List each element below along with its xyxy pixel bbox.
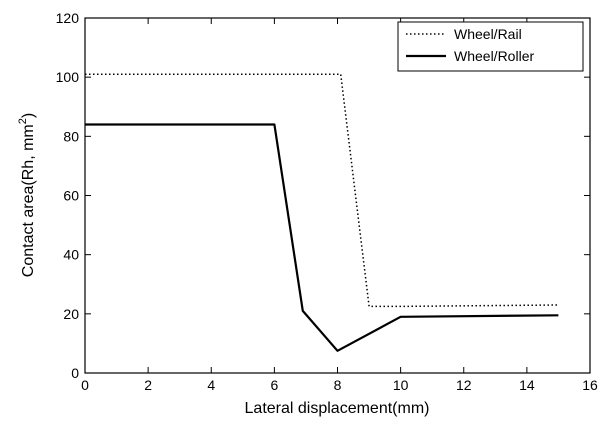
series-lines xyxy=(85,73,559,352)
x-tick-label: 12 xyxy=(456,377,472,393)
y-axis-label-superscript: 2 xyxy=(17,118,29,124)
axis-ticks: 0 2 4 6 8 10 12 14 16 0 20 40 60 80 100 120 xyxy=(56,10,598,393)
legend-label-wheel-rail: Wheel/Rail xyxy=(454,26,522,42)
y-tick-label: 40 xyxy=(63,247,79,263)
legend: Wheel/Rail Wheel/Roller xyxy=(397,21,584,72)
x-tick-label: 2 xyxy=(144,377,152,393)
plot-area xyxy=(84,17,591,374)
y-tick-label: 60 xyxy=(63,188,79,204)
x-tick-label: 8 xyxy=(334,377,342,393)
y-tick-label: 80 xyxy=(63,128,79,144)
legend-box xyxy=(397,21,584,72)
y-axis-label-main: Contact area(Rh, mm xyxy=(20,124,37,277)
x-tick-label: 4 xyxy=(207,377,215,393)
x-tick-label: 0 xyxy=(81,377,89,393)
legend-label-wheel-roller: Wheel/Roller xyxy=(454,48,534,64)
y-tick-label: 120 xyxy=(56,10,80,26)
x-axis-label: Lateral displacement(mm) xyxy=(245,400,430,417)
x-tick-label: 6 xyxy=(270,377,278,393)
y-axis-label-end: ) xyxy=(20,113,37,118)
y-tick-label: 100 xyxy=(56,69,80,85)
y-axis-label: Contact area(Rh, mm2) xyxy=(17,113,37,277)
x-tick-label: 10 xyxy=(393,377,409,393)
y-tick-label: 20 xyxy=(63,306,79,322)
x-tick-label: 16 xyxy=(582,377,598,393)
series-line-wheel-roller xyxy=(85,123,559,352)
x-tick-label: 14 xyxy=(519,377,535,393)
y-tick-label: 0 xyxy=(71,365,79,381)
